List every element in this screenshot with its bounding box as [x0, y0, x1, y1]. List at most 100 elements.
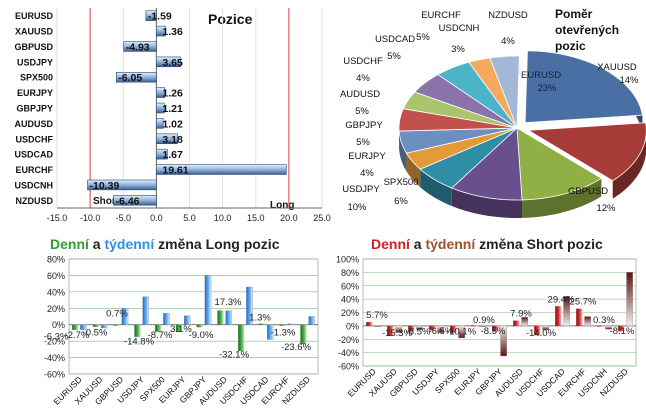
data-label: -10.1%	[446, 327, 477, 338]
long-title-weekly: týdenní	[104, 236, 155, 252]
short-title-daily: Denní	[371, 236, 411, 252]
daily-bar	[450, 325, 457, 333]
daily-bar	[408, 325, 415, 332]
pie-slice	[451, 127, 523, 201]
daily-bar	[196, 324, 203, 328]
position-bar	[156, 133, 178, 144]
pie-title-line-2: otevřených	[555, 23, 619, 37]
pie-slice	[398, 127, 518, 154]
weekly-bar	[374, 325, 381, 328]
pie-slice-label: USDCHF	[343, 56, 383, 67]
weekly-bar	[121, 308, 129, 325]
y-tick-label: -40%	[44, 353, 65, 363]
pie-slice-side	[612, 122, 646, 199]
pie-slice-label: GBPUSD	[568, 186, 608, 197]
daily-bar	[366, 322, 373, 326]
pie-slice-value: 10%	[347, 202, 367, 213]
position-bar	[156, 102, 165, 114]
long-title-daily: Denní	[50, 236, 90, 252]
category-label: USDCHF	[16, 134, 54, 144]
pie-slice-value: 5%	[356, 137, 370, 148]
data-label: 5.7%	[366, 310, 388, 321]
category-label: EURUSD	[15, 11, 54, 21]
daily-bar	[387, 325, 394, 337]
daily-bar	[113, 324, 120, 326]
data-label: 25.7%	[570, 296, 597, 307]
data-label: 0.7%	[106, 309, 128, 320]
weekly-bar	[308, 316, 315, 325]
category-label: NZDUSD	[16, 196, 54, 206]
pie-slice	[527, 122, 646, 182]
daily-bar	[513, 320, 520, 326]
weekly-bar	[521, 317, 528, 327]
pie-slice-side	[420, 169, 452, 207]
x-tick-label: -15.0	[47, 213, 68, 223]
weekly-bar	[563, 296, 570, 327]
long-change-title: Denní a týdenní změna Long pozic	[50, 236, 280, 252]
data-label: 3.1%	[170, 324, 192, 335]
pie-slice	[468, 57, 518, 129]
weekly-bar	[204, 275, 212, 325]
value-label: 1.26	[162, 88, 183, 100]
daily-bar	[471, 325, 478, 327]
position-bar	[156, 25, 166, 37]
y-tick-label: 20%	[341, 308, 359, 318]
daily-bar	[238, 324, 245, 352]
pie-slice-value: 3%	[451, 44, 465, 55]
weekly-bar	[584, 316, 591, 327]
daily-bar	[175, 324, 183, 333]
data-label: -0.5%	[83, 327, 108, 338]
pie-slice	[437, 61, 518, 129]
daily-bar	[429, 325, 436, 331]
y-tick-label: -20%	[338, 335, 359, 345]
data-label: -9.0%	[189, 330, 214, 341]
weekly-bar	[458, 325, 465, 339]
pie-slice-label: SPX500	[384, 177, 419, 188]
pie-slice-label: GBPJPY	[345, 120, 383, 131]
open-positions-pie: Poměr otevřených pozic EURUSD 23% XAUUSD 14…	[340, 7, 646, 218]
daily-bar	[155, 324, 162, 332]
daily-bar	[300, 324, 307, 345]
pie-slice-value: 5%	[355, 106, 369, 117]
positions-title: Pozice	[208, 11, 253, 27]
value-label: -10.39	[90, 180, 120, 192]
x-tick-label: -10.0	[80, 213, 101, 223]
data-label: -14.0%	[526, 328, 557, 339]
data-label: -8.5%	[481, 326, 506, 337]
weekly-bar	[626, 272, 633, 327]
value-label: 19.61	[162, 165, 188, 177]
weekly-bar	[416, 325, 423, 331]
category-label: EURCHF	[16, 165, 54, 175]
pie-slice-side	[406, 153, 421, 188]
category-label: AUDUSD	[14, 119, 53, 129]
x-tick-label: 0.0	[150, 213, 163, 223]
positions-chart: Pozice Short Long -15.0 -10.0 -5.0 0.0 5.0 10…	[14, 8, 331, 223]
value-label: 3.18	[162, 134, 183, 146]
x-tick-label: 5.0	[183, 213, 196, 223]
short-annotation: Short	[93, 196, 120, 207]
pie-slice-value: 4%	[501, 36, 515, 47]
short-title-rest: změna Short pozic	[475, 236, 603, 252]
x-tick-label: 10.0	[214, 213, 232, 223]
position-bar	[156, 87, 166, 98]
value-label: 3.65	[162, 57, 183, 69]
value-label: 1.02	[162, 118, 183, 130]
y-tick-label: -20%	[44, 337, 65, 347]
position-bar	[115, 72, 157, 83]
daily-bar	[92, 324, 100, 327]
y-tick-label: 20%	[47, 304, 65, 314]
weekly-bar	[266, 324, 274, 340]
value-label: -1.59	[148, 11, 172, 23]
short-title-and: a	[410, 236, 426, 252]
long-annotation: Long	[270, 200, 294, 211]
position-bar	[156, 148, 168, 160]
daily-bar	[258, 323, 266, 325]
pie-slice-label: USDCAD	[375, 34, 415, 45]
daily-bar	[597, 325, 604, 327]
data-label: 17.3%	[215, 297, 242, 308]
weekly-bar	[183, 315, 191, 325]
pie-slice	[405, 127, 518, 170]
y-tick-label: 80%	[341, 268, 359, 278]
weekly-bar	[395, 325, 402, 333]
